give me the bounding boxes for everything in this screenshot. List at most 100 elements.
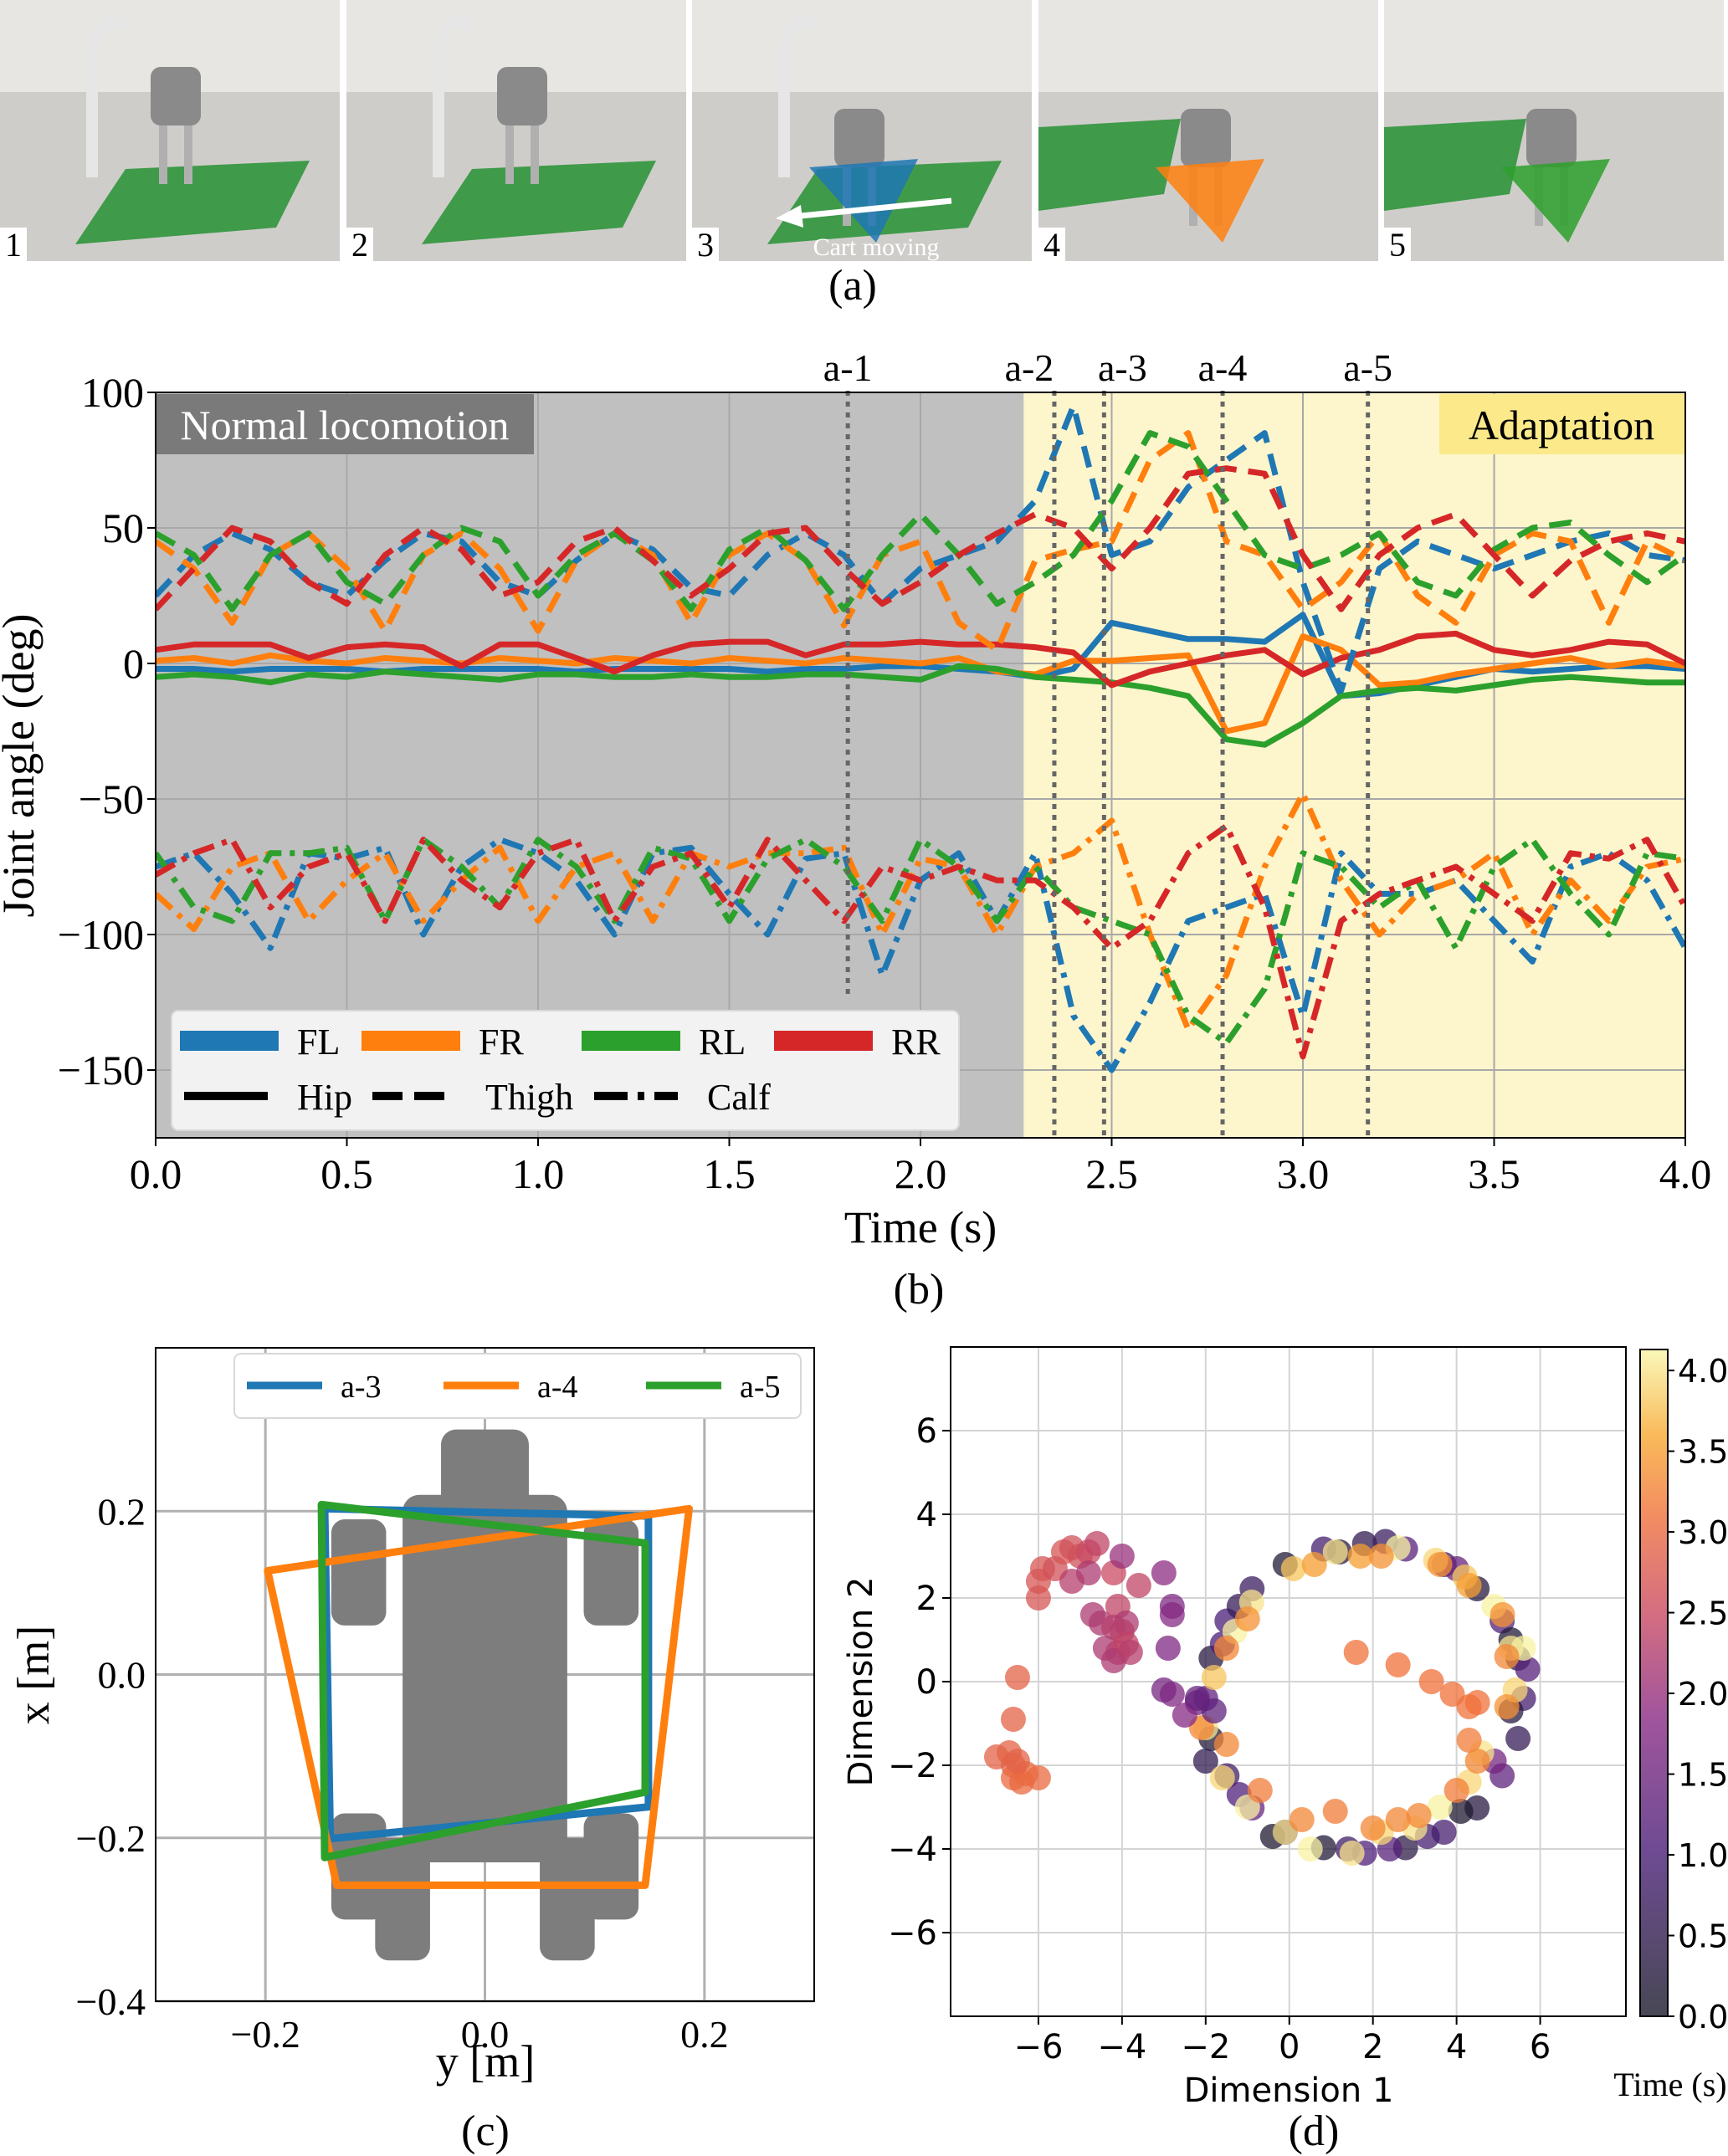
joint-angle-chart: Normal locomotion Adaptation a-1 a-2 a-3 a-4 a… bbox=[0, 346, 1711, 1314]
wall bbox=[1384, 0, 1724, 92]
scatter-point bbox=[1297, 1836, 1323, 1862]
wall bbox=[692, 0, 1032, 92]
y-tick-label: −0.4 bbox=[76, 1980, 146, 2023]
region-label-adaptation: Adaptation bbox=[1469, 402, 1654, 448]
x-tick-label: 1.0 bbox=[512, 1150, 565, 1197]
frame-number-bg bbox=[692, 228, 719, 261]
scatter-point bbox=[1456, 1573, 1482, 1598]
scatter-point bbox=[1209, 1765, 1235, 1790]
robot-leg bbox=[331, 1519, 387, 1626]
panel-d-label: (d) bbox=[1289, 2107, 1340, 2155]
colorbar-tick-label: 3.0 bbox=[1678, 1514, 1728, 1551]
arrow-head bbox=[776, 205, 803, 228]
cart-platform bbox=[1384, 119, 1526, 211]
scatter-point bbox=[1322, 1799, 1348, 1824]
scatter-point bbox=[1301, 1552, 1327, 1577]
frame-number-bg bbox=[1384, 228, 1411, 261]
robot-body bbox=[497, 67, 547, 125]
y-tick-label: −6 bbox=[888, 1914, 937, 1953]
photo-frame: Cart moving 3 bbox=[692, 0, 1032, 264]
x-tick-label: 4 bbox=[1446, 2028, 1467, 2066]
motion-arrow bbox=[783, 197, 952, 221]
x-tick-label: −0.2 bbox=[230, 2013, 300, 2056]
panel-c-label: (c) bbox=[461, 2107, 510, 2155]
axes-frame bbox=[155, 1347, 815, 2002]
legend: a-3 a-4 a-5 bbox=[233, 1353, 802, 1419]
y-tick-label: 0.2 bbox=[98, 1490, 146, 1533]
x-tick-label: 0.2 bbox=[680, 2013, 729, 2056]
scatter-point bbox=[1448, 1799, 1474, 1824]
x-tick-label: 6 bbox=[1530, 2028, 1551, 2066]
y-tick-label: −100 bbox=[58, 911, 144, 958]
frame-number-bg bbox=[1038, 228, 1065, 261]
support-triangle bbox=[1156, 159, 1264, 243]
x-tick-label: −2 bbox=[1181, 2028, 1230, 2066]
series-rr-hip bbox=[156, 630, 1685, 689]
scatter-point bbox=[1427, 1795, 1453, 1820]
x-tick-label: 0.5 bbox=[320, 1150, 373, 1197]
legend-label: RL bbox=[699, 1022, 746, 1063]
x-axis-label: Time (s) bbox=[844, 1202, 997, 1252]
cart-platform bbox=[75, 161, 310, 244]
frame-number: 3 bbox=[697, 226, 714, 264]
x-tick-label: 2.5 bbox=[1085, 1150, 1138, 1197]
series-fl-thigh bbox=[156, 402, 1685, 694]
scatter-point bbox=[1109, 1544, 1135, 1569]
legend: FL FR RL RR Hip Thigh Calf bbox=[171, 1010, 960, 1131]
wall bbox=[1038, 0, 1378, 92]
frame-number: 1 bbox=[5, 226, 22, 264]
region-label-normal: Normal locomotion bbox=[181, 402, 510, 448]
scatter-point bbox=[1084, 1531, 1110, 1556]
legend-label: a-3 bbox=[341, 1370, 382, 1405]
scatter-point bbox=[1385, 1652, 1411, 1677]
robot-leg bbox=[583, 1519, 639, 1626]
cart-platform bbox=[422, 161, 656, 244]
scatter-point bbox=[1494, 1644, 1520, 1669]
y-axis-label: Joint angle (deg) bbox=[0, 614, 44, 918]
robot-body bbox=[1526, 109, 1577, 167]
scatter-point bbox=[1490, 1602, 1515, 1627]
scatter-point bbox=[1360, 1815, 1386, 1841]
robot-leg bbox=[375, 1837, 430, 1961]
series-rl-hip bbox=[156, 663, 1685, 748]
robot-top-view bbox=[331, 1429, 639, 1961]
panel-a-label: (a) bbox=[828, 262, 877, 310]
event-label: a-2 bbox=[1005, 346, 1054, 389]
legend-label: Thigh bbox=[485, 1077, 573, 1118]
colorbar-tick-label: 3.5 bbox=[1678, 1434, 1728, 1471]
x-tick-label: 4.0 bbox=[1659, 1150, 1712, 1197]
photo-frame: 1 bbox=[0, 0, 340, 264]
colorbar-tick-label: 0.5 bbox=[1678, 1918, 1728, 1955]
region-label-box bbox=[156, 394, 534, 454]
photo-frame: 4 bbox=[1038, 0, 1378, 264]
cart-handle bbox=[433, 16, 475, 177]
robot-body bbox=[834, 109, 885, 167]
panel-b-label: (b) bbox=[894, 1266, 945, 1314]
robot-leg bbox=[540, 1837, 595, 1961]
scatter-point bbox=[1427, 1552, 1453, 1577]
colorbar-tick-label: 1.0 bbox=[1678, 1837, 1728, 1874]
polygon-a-5 bbox=[317, 1500, 649, 1862]
robot-body bbox=[1181, 109, 1231, 167]
legend-label: a-4 bbox=[537, 1370, 578, 1405]
y-tick-label: 4 bbox=[916, 1496, 937, 1534]
legend-label: FL bbox=[297, 1022, 340, 1063]
legend-swatch-fr bbox=[361, 1031, 460, 1051]
series-fr-calf bbox=[156, 791, 1685, 1032]
scatter-point bbox=[1280, 1556, 1306, 1581]
scatter-point bbox=[1464, 1690, 1490, 1715]
y-tick-label: 6 bbox=[916, 1412, 937, 1451]
x-tick-label: 2 bbox=[1362, 2028, 1383, 2066]
x-tick-label: −6 bbox=[1013, 2028, 1063, 2066]
region-label-box bbox=[1439, 394, 1684, 454]
scatter-point bbox=[1505, 1726, 1531, 1751]
legend-label: FR bbox=[479, 1022, 524, 1063]
robot-leg bbox=[184, 125, 192, 184]
scatter-point bbox=[1464, 1749, 1490, 1774]
scatter-point bbox=[1000, 1707, 1026, 1732]
x-tick-label: 0.0 bbox=[461, 2013, 510, 2056]
series-rr-thigh bbox=[156, 465, 1685, 612]
polygon-a-3 bbox=[320, 1504, 653, 1843]
y-tick-label: −4 bbox=[888, 1831, 937, 1869]
x-tick-label: 3.5 bbox=[1468, 1150, 1520, 1197]
